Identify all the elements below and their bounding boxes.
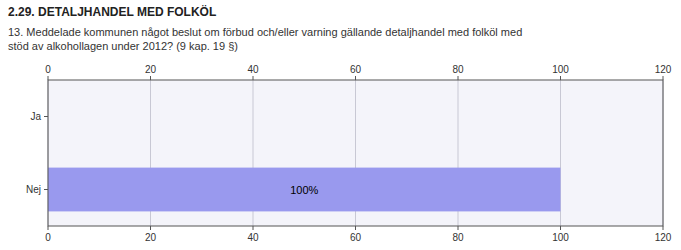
tick — [253, 226, 254, 230]
tick — [48, 226, 49, 230]
background — [0, 0, 681, 250]
data-labels: 100% — [290, 184, 318, 196]
bars — [48, 168, 561, 212]
tick-label: 20 — [145, 64, 157, 75]
page: {"chart_data": {"type": "bar", "orientat… — [0, 0, 681, 250]
tick — [663, 76, 664, 80]
tick-label: 120 — [655, 232, 672, 243]
tick-label: 40 — [247, 64, 259, 75]
tick-label: 80 — [452, 232, 464, 243]
plot-area — [48, 80, 663, 226]
subtitle: stöd av alkohollagen under 2012? (9 kap.… — [8, 40, 238, 52]
tick-label: 60 — [350, 64, 362, 75]
tick — [48, 76, 49, 80]
tick — [44, 116, 48, 117]
tick-label: 0 — [45, 64, 51, 75]
tick-label: 100 — [552, 232, 569, 243]
tick — [458, 76, 459, 80]
tick — [560, 76, 561, 80]
tick — [150, 226, 151, 230]
tick-label: 80 — [452, 64, 464, 75]
category-label: Ja — [30, 111, 41, 122]
tick — [458, 226, 459, 230]
subtitle: 13. Meddelade kommunen något beslut om f… — [8, 26, 522, 38]
category-label: Nej — [26, 184, 41, 195]
title: 2.29. DETALJHANDEL MED FOLKÖL — [8, 4, 216, 19]
y-axis: Nej Ja — [26, 111, 48, 195]
tick-label: 60 — [350, 232, 362, 243]
tick — [560, 226, 561, 230]
tick-label: 0 — [45, 232, 51, 243]
tick — [150, 76, 151, 80]
tick — [253, 76, 254, 80]
tick-label: 20 — [145, 232, 157, 243]
data-label: 100% — [290, 184, 318, 196]
plot-frame — [48, 80, 663, 226]
tick — [663, 226, 664, 230]
tick-label: 100 — [552, 64, 569, 75]
x-axis: 0 0 20 20 40 40 60 60 80 80 100 100 120 120 — [45, 64, 672, 243]
tick — [355, 76, 356, 80]
bar — [48, 168, 561, 212]
tick — [355, 226, 356, 230]
tick-label: 40 — [247, 232, 259, 243]
chart-container: 2.29. DETALJHANDEL MED FOLKÖL 13. Meddela… — [0, 0, 681, 250]
tick — [44, 189, 48, 190]
grid — [48, 80, 663, 226]
tick-label: 120 — [655, 64, 672, 75]
chart-svg: 2.29. DETALJHANDEL MED FOLKÖL 13. Meddela… — [0, 0, 681, 250]
